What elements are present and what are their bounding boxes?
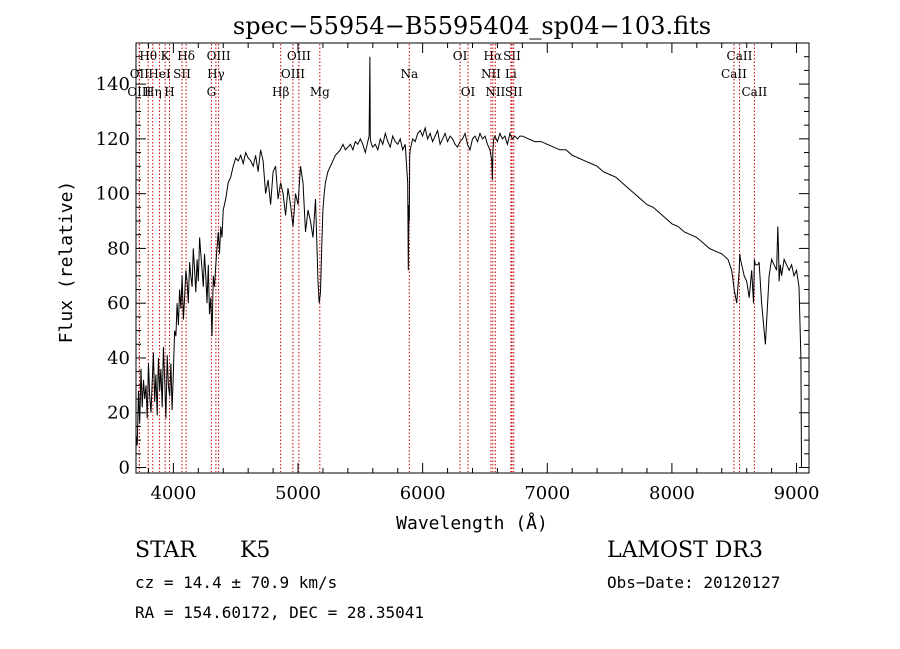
y-tick-label: 80 <box>107 238 130 259</box>
y-tick-label: 40 <box>107 348 130 369</box>
marker-label: SII <box>173 67 191 81</box>
x-tick-label: 7000 <box>524 483 570 504</box>
marker-label: Hα <box>484 49 503 63</box>
marker-label: K <box>161 49 171 63</box>
y-tick-label: 100 <box>96 184 130 205</box>
observation-date: Obs−Date: 20120127 <box>607 573 781 592</box>
marker-label: HeI <box>148 67 171 81</box>
axes: 4000 5000 6000 7000 8000 9000 0 20 40 60 80 100 120 1… <box>96 43 820 504</box>
marker-label: OI <box>461 85 476 99</box>
marker-label: OIII <box>281 67 305 81</box>
marker-label: SII <box>505 85 523 99</box>
marker-label: Hδ <box>177 49 195 63</box>
object-class: STAR <box>135 538 196 563</box>
x-tick-label: 5000 <box>275 483 321 504</box>
plot-frame <box>135 42 810 474</box>
marker-label: H <box>164 85 174 99</box>
y-tick-label: 20 <box>107 403 130 424</box>
x-tick-label: 9000 <box>774 483 820 504</box>
y-axis-label: Flux (relative) <box>56 181 77 344</box>
marker-label: OIII <box>207 49 231 63</box>
marker-label: OIII <box>287 49 311 63</box>
redshift-value: cz = 14.4 ± 70.9 km/s <box>135 573 338 592</box>
x-tick-label: 6000 <box>400 483 446 504</box>
marker-label: CaII <box>741 85 767 99</box>
marker-label: Hβ <box>272 85 289 99</box>
marker-label: Hη <box>144 85 162 99</box>
marker-label: G <box>207 85 217 99</box>
marker-label: Li <box>505 67 517 81</box>
marker-label: SII <box>503 49 521 63</box>
marker-label: OIII <box>127 85 151 99</box>
coordinates: RA = 154.60172, DEC = 28.35041 <box>135 603 424 622</box>
marker-label: Mg <box>310 85 330 99</box>
marker-label: Hγ <box>207 67 225 81</box>
x-tick-label: 4000 <box>150 483 196 504</box>
marker-label: OI <box>453 49 468 63</box>
y-tick-label: 60 <box>107 293 130 314</box>
x-axis-label: Wavelength (Å) <box>396 512 548 534</box>
y-tick-label: 0 <box>119 458 130 479</box>
survey-name: LAMOST DR3 <box>607 538 763 563</box>
chart-title: spec−55954−B5595404_sp04−103.fits <box>233 12 711 40</box>
marker-label: NII <box>481 67 501 81</box>
spectrum-line <box>135 56 802 468</box>
object-subclass: K5 <box>240 538 271 563</box>
x-tick-label: 8000 <box>649 483 695 504</box>
line-markers: Hθ OII OIII K HeI Hη SII H Hδ OIII Hγ G OIII OIII Hβ Mg… <box>127 44 768 472</box>
marker-label: Hθ <box>139 49 157 63</box>
marker-label: Na <box>400 67 418 81</box>
y-tick-label: 140 <box>96 74 130 95</box>
marker-label: CaII <box>727 49 753 63</box>
y-tick-label: 120 <box>96 129 130 150</box>
marker-label: OII <box>130 67 150 81</box>
marker-label: NII <box>485 85 505 99</box>
marker-label: CaII <box>721 67 747 81</box>
